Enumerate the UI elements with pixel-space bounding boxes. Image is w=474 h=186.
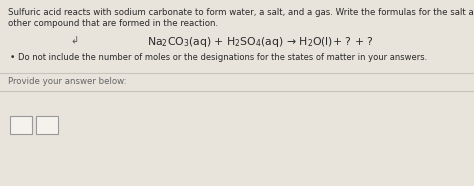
- Text: other compound that are formed in the reaction.: other compound that are formed in the re…: [8, 19, 218, 28]
- Text: ↲: ↲: [70, 35, 78, 45]
- Text: Sulfuric acid reacts with sodium carbonate to form water, a salt, and a gas. Wri: Sulfuric acid reacts with sodium carbona…: [8, 8, 474, 17]
- FancyBboxPatch shape: [10, 116, 32, 134]
- Text: Provide your answer below:: Provide your answer below:: [8, 77, 127, 86]
- Text: Do not include the number of moles or the designations for the states of matter : Do not include the number of moles or th…: [18, 53, 427, 62]
- Text: •: •: [10, 53, 15, 62]
- Text: Na$_{2}$CO$_{3}$(aq) + H$_{2}$SO$_{4}$(aq) → H$_{2}$O(l)+ ? + ?: Na$_{2}$CO$_{3}$(aq) + H$_{2}$SO$_{4}$(a…: [146, 35, 374, 49]
- FancyBboxPatch shape: [36, 116, 58, 134]
